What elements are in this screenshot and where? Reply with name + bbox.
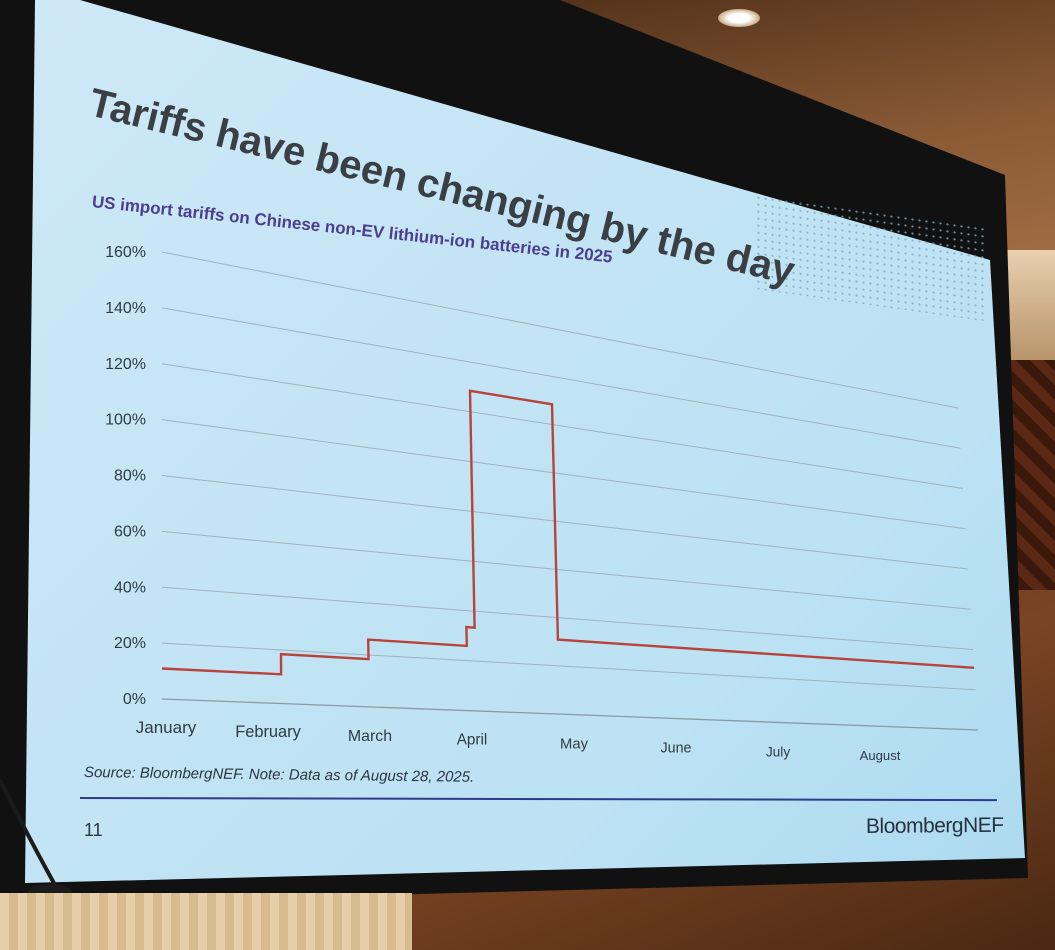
x-tick-label: February — [235, 723, 301, 741]
x-tick-label: March — [348, 728, 392, 745]
x-tick-label: July — [766, 744, 790, 759]
y-tick-label: 140% — [105, 300, 146, 317]
podium-skirt — [0, 893, 412, 950]
x-tick-label: January — [136, 718, 197, 737]
y-tick-label: 60% — [114, 523, 146, 540]
y-tick-label: 0% — [123, 691, 146, 708]
y-axis-ticks: 0% 20% 40% 60% 80% 100% 120% 140% 160% — [105, 244, 146, 708]
gridline — [161, 363, 964, 489]
x-axis-ticks: January February March April May June July Augu… — [136, 718, 901, 763]
ceiling-light — [718, 9, 760, 27]
gridline — [161, 586, 974, 650]
x-tick-label: August — [860, 748, 901, 763]
gridline — [161, 530, 971, 610]
y-tick-label: 120% — [105, 356, 146, 373]
y-tick-label: 80% — [114, 468, 146, 485]
y-tick-label: 40% — [114, 579, 146, 596]
x-tick-label: June — [660, 740, 691, 756]
page-number: 11 — [84, 820, 103, 840]
microphone-icon — [0, 779, 72, 900]
gridline — [161, 698, 979, 731]
gridline — [161, 419, 966, 530]
chart-gridlines — [161, 251, 979, 731]
chart-series — [161, 389, 975, 676]
gridline — [161, 307, 961, 449]
gridline — [161, 251, 959, 409]
x-tick-label: April — [457, 732, 488, 749]
y-tick-label: 20% — [114, 635, 146, 652]
gridline — [161, 642, 976, 691]
y-tick-label: 160% — [105, 244, 146, 261]
y-tick-label: 100% — [105, 412, 146, 429]
gridline — [161, 475, 969, 570]
x-tick-label: May — [560, 737, 589, 753]
series-line — [161, 389, 975, 676]
brand-logo: BloombergNEF — [865, 813, 1004, 838]
